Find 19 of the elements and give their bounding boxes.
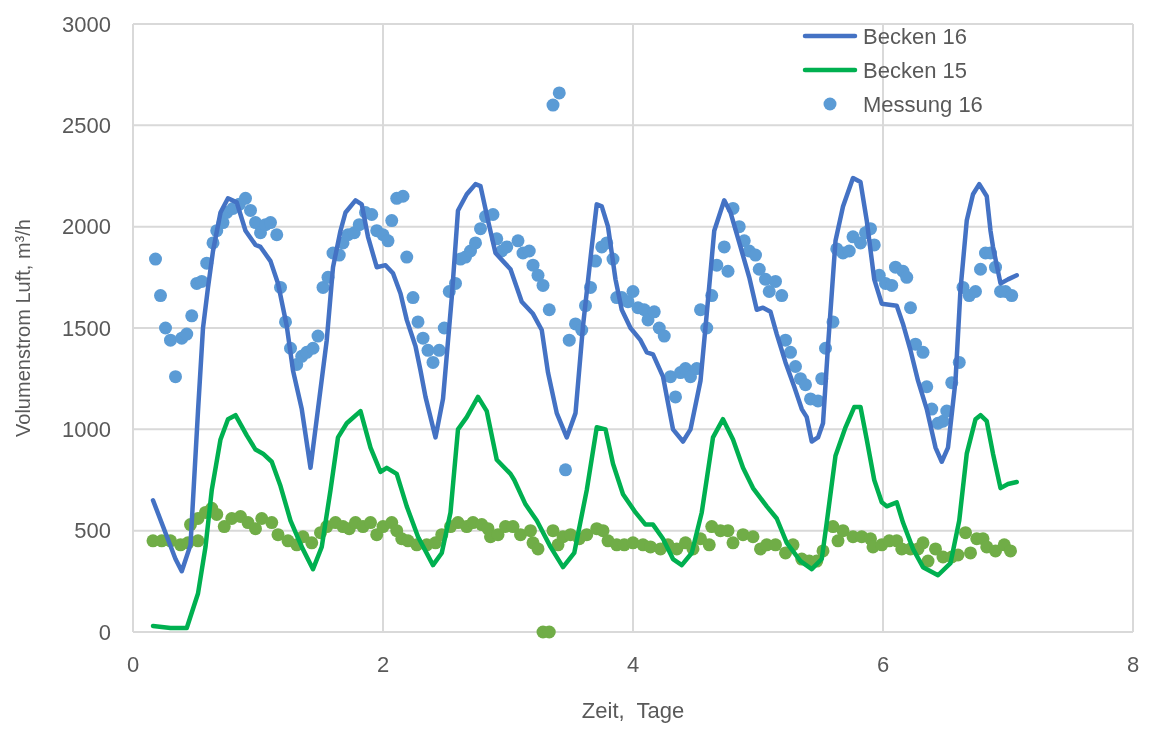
y-tick-label: 1500 bbox=[62, 315, 111, 341]
y-axis-title: Volumenstrom Luft, m³/h bbox=[12, 219, 34, 437]
y-tick-label: 500 bbox=[74, 518, 111, 544]
legend-label: Becken 16 bbox=[863, 23, 967, 49]
x-tick-label: 4 bbox=[626, 652, 640, 677]
line-series bbox=[150, 394, 1019, 631]
x-tick-label: 8 bbox=[1126, 652, 1140, 677]
y-tick-label: 2000 bbox=[62, 214, 111, 240]
legend-label: Messung 16 bbox=[863, 91, 983, 117]
x-tick-label: 0 bbox=[126, 652, 140, 677]
line-series bbox=[150, 175, 1019, 574]
y-tick-label: 3000 bbox=[62, 11, 111, 37]
y-tick-label: 1000 bbox=[62, 417, 111, 443]
x-tick-label: 2 bbox=[376, 652, 390, 677]
y-tick-label: 2500 bbox=[62, 113, 111, 139]
x-axis-title: Zeit, Tage bbox=[581, 698, 685, 723]
x-tick-label: 6 bbox=[876, 652, 890, 677]
y-tick-label: 0 bbox=[98, 619, 111, 645]
legend-label: Becken 15 bbox=[863, 57, 967, 83]
